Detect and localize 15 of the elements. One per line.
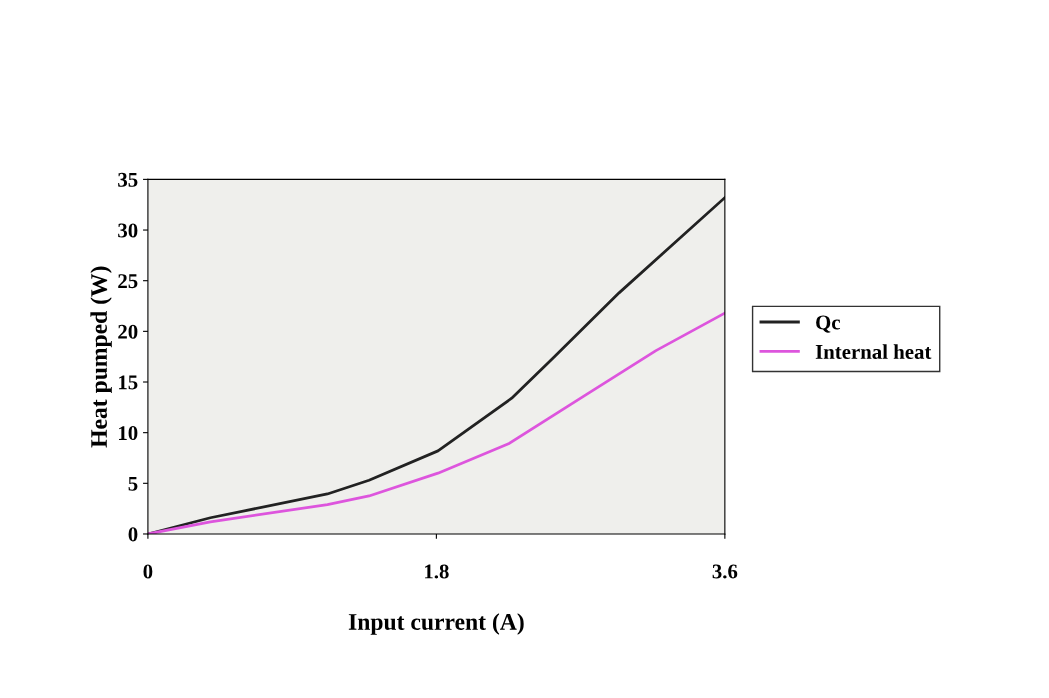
x-tick-label: 1.8 [425, 564, 449, 579]
y-tick-label: 10 [119, 426, 138, 441]
x-axis-title: Input current (A) [348, 613, 524, 635]
y-tick-label: 30 [118, 223, 138, 238]
x-tick-label: 3.6 [712, 564, 738, 579]
x-tick-label: 0 [143, 564, 153, 579]
y-tick-label: 20 [118, 324, 138, 339]
y-tick-label: 25 [118, 274, 138, 289]
y-tick-label: 5 [128, 476, 138, 491]
legend-label: Qc [816, 315, 841, 333]
legend-label: Internal heat [815, 344, 932, 359]
y-tick-label: 0 [128, 527, 138, 542]
y-tick-label: 35 [118, 172, 138, 187]
y-axis-title: Heat pumped (W) [90, 266, 112, 448]
y-tick-label: 15 [119, 375, 138, 390]
